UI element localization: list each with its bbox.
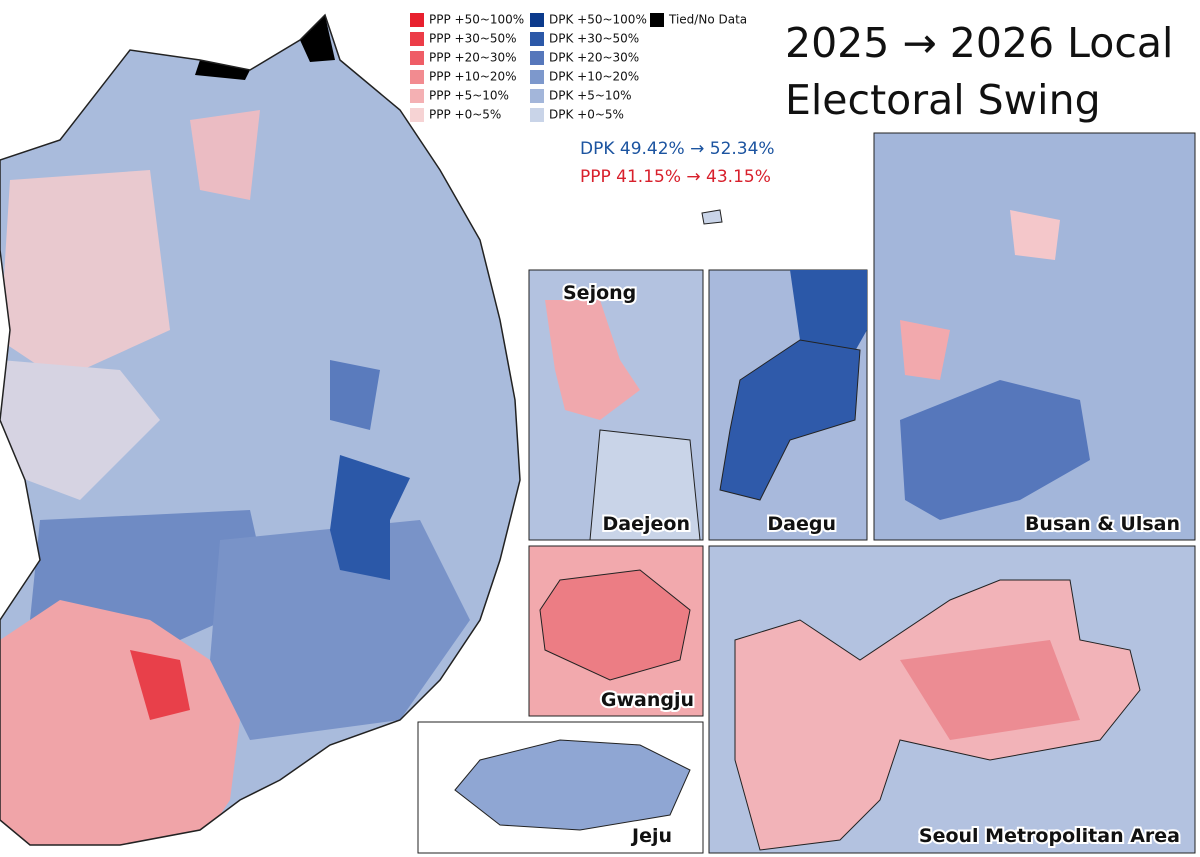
legend-swatch [530,89,544,103]
legend-label: Tied/No Data [668,13,747,27]
map-region [545,300,640,420]
map-region [190,110,260,200]
inset-label: Busan & Ulsan [1025,513,1180,535]
legend-label: PPP +30~50% [429,32,517,46]
legend-label: PPP +50~100% [429,13,524,27]
legend-swatch [530,32,544,46]
inset-label: Seoul Metropolitan Area [919,825,1180,847]
legend-swatch [530,51,544,65]
legend-swatch [530,108,544,122]
legend-label: PPP +10~20% [429,70,517,84]
map-region [130,650,190,720]
legend-label: PPP +0~5% [429,108,501,122]
map-region [539,569,691,681]
map-region [719,339,861,501]
map-region [900,380,1090,520]
tied-area [300,15,335,62]
legend-swatch [410,108,424,122]
inset-daegu [708,269,868,541]
coastline [0,13,521,846]
legend-swatch [410,51,424,65]
inset-label: Daegu [767,513,836,535]
title: 2025 → 2026 Local [785,19,1173,67]
legend-swatch [410,70,424,84]
inset-daejeon [528,269,704,541]
map-region [589,429,701,541]
legend-label: PPP +20~30% [429,51,517,65]
map-region [330,455,410,580]
map-region [454,739,691,831]
title: Electoral Swing [785,76,1101,124]
map-region [330,360,380,430]
inset-seoul [708,545,1196,854]
map-region [0,170,170,380]
map-region [790,270,867,360]
map-region [900,320,950,380]
legend-label: DPK +5~10% [549,89,632,103]
legend-label: DPK +0~5% [549,108,624,122]
legend-label: DPK +10~20% [549,70,639,84]
legend-label: PPP +5~10% [429,89,509,103]
inset-jeju [417,721,704,854]
map-region [900,640,1080,740]
island [701,209,723,225]
legend-label: DPK +20~30% [549,51,639,65]
inset-label: Gwangju [601,689,694,711]
legend-swatch [530,70,544,84]
stat-line: PPP 41.15% → 43.15% [580,167,771,187]
legend-swatch [650,13,664,27]
inset-gwangju [528,545,704,717]
legend-swatch [410,89,424,103]
legend-swatch [410,32,424,46]
inset-label: Daejeon [603,513,690,535]
map-region [1010,210,1060,260]
stat-line: DPK 49.42% → 52.34% [580,139,775,159]
inset-label: Jeju [630,825,672,847]
inset-label: Sejong [563,282,636,304]
map-region [0,360,160,500]
legend-label: DPK +30~50% [549,32,639,46]
map-region [210,520,470,740]
tied-area [195,60,250,80]
inset-busan-ulsan [873,132,1196,541]
legend-label: DPK +50~100% [549,13,647,27]
legend-swatch [410,13,424,27]
legend-swatch [530,13,544,27]
